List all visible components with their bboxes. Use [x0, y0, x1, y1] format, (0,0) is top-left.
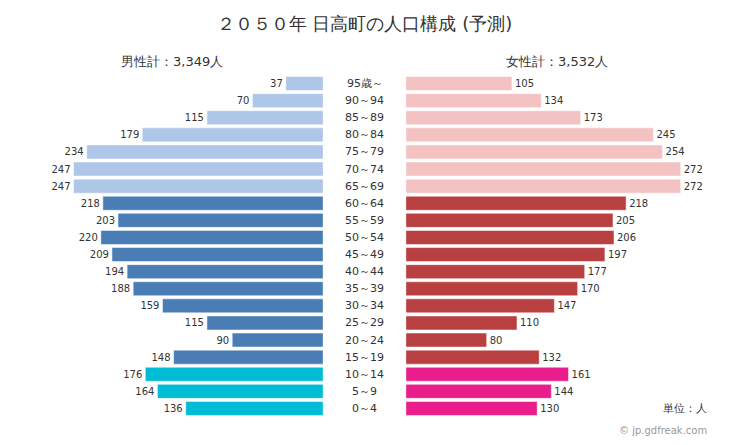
svg-text:35～39: 35～39: [345, 282, 384, 295]
svg-text:234: 234: [65, 146, 84, 157]
svg-text:115: 115: [185, 112, 204, 123]
svg-text:0～4: 0～4: [352, 402, 377, 415]
svg-text:80: 80: [490, 335, 503, 346]
svg-text:203: 203: [96, 215, 115, 226]
svg-text:134: 134: [544, 95, 563, 106]
svg-text:男性計：3,349人: 男性計：3,349人: [121, 54, 223, 69]
svg-text:164: 164: [135, 386, 154, 397]
svg-text:132: 132: [542, 352, 561, 363]
svg-text:144: 144: [554, 386, 573, 397]
svg-text:247: 247: [51, 181, 70, 192]
svg-text:105: 105: [515, 78, 534, 89]
svg-text:25～29: 25～29: [345, 316, 384, 329]
svg-text:173: 173: [584, 112, 603, 123]
svg-text:65～69: 65～69: [345, 180, 384, 193]
svg-text:194: 194: [105, 266, 124, 277]
svg-text:40～44: 40～44: [345, 265, 384, 278]
svg-text:5～9: 5～9: [352, 385, 377, 398]
svg-text:90: 90: [216, 335, 229, 346]
svg-text:197: 197: [608, 249, 627, 260]
svg-text:245: 245: [656, 129, 675, 140]
svg-text:女性計：3,532人: 女性計：3,532人: [506, 54, 608, 69]
svg-text:70～74: 70～74: [345, 163, 384, 176]
svg-text:247: 247: [51, 164, 70, 175]
svg-text:161: 161: [572, 369, 591, 380]
svg-text:272: 272: [684, 181, 703, 192]
svg-text:220: 220: [79, 232, 98, 243]
svg-text:136: 136: [164, 403, 183, 414]
svg-text:130: 130: [540, 403, 559, 414]
svg-text:単位：人: 単位：人: [663, 402, 707, 415]
svg-text:179: 179: [120, 129, 139, 140]
svg-text:170: 170: [581, 283, 600, 294]
svg-text:188: 188: [111, 283, 130, 294]
svg-text:90～94: 90～94: [345, 94, 384, 107]
svg-text:206: 206: [617, 232, 636, 243]
svg-text:55～59: 55～59: [345, 214, 384, 227]
svg-text:80～84: 80～84: [345, 128, 384, 141]
svg-text:30～34: 30～34: [345, 299, 384, 312]
svg-text:272: 272: [684, 164, 703, 175]
svg-text:254: 254: [666, 146, 685, 157]
svg-text:110: 110: [520, 317, 539, 328]
svg-text:20～24: 20～24: [345, 334, 384, 347]
svg-text:75～79: 75～79: [345, 145, 384, 158]
svg-text:© jp.gdfreak.com: © jp.gdfreak.com: [619, 425, 707, 436]
svg-text:148: 148: [152, 352, 171, 363]
svg-text:45～49: 45～49: [345, 248, 384, 261]
svg-text:10～14: 10～14: [345, 368, 384, 381]
svg-text:159: 159: [140, 300, 159, 311]
svg-text:177: 177: [588, 266, 607, 277]
svg-text:15～19: 15～19: [345, 351, 384, 364]
svg-text:115: 115: [185, 317, 204, 328]
svg-text:95歳～: 95歳～: [347, 77, 383, 90]
svg-text:２０５０年 日高町の人口構成 (予測): ２０５０年 日高町の人口構成 (予測): [217, 13, 513, 34]
svg-text:37: 37: [270, 78, 283, 89]
svg-text:147: 147: [557, 300, 576, 311]
svg-text:85～89: 85～89: [345, 111, 384, 124]
svg-text:218: 218: [81, 198, 100, 209]
svg-text:205: 205: [616, 215, 635, 226]
svg-text:218: 218: [629, 198, 648, 209]
svg-text:50～54: 50～54: [345, 231, 384, 244]
svg-text:70: 70: [237, 95, 250, 106]
svg-text:60～64: 60～64: [345, 197, 384, 210]
svg-text:209: 209: [90, 249, 109, 260]
svg-text:176: 176: [123, 369, 142, 380]
